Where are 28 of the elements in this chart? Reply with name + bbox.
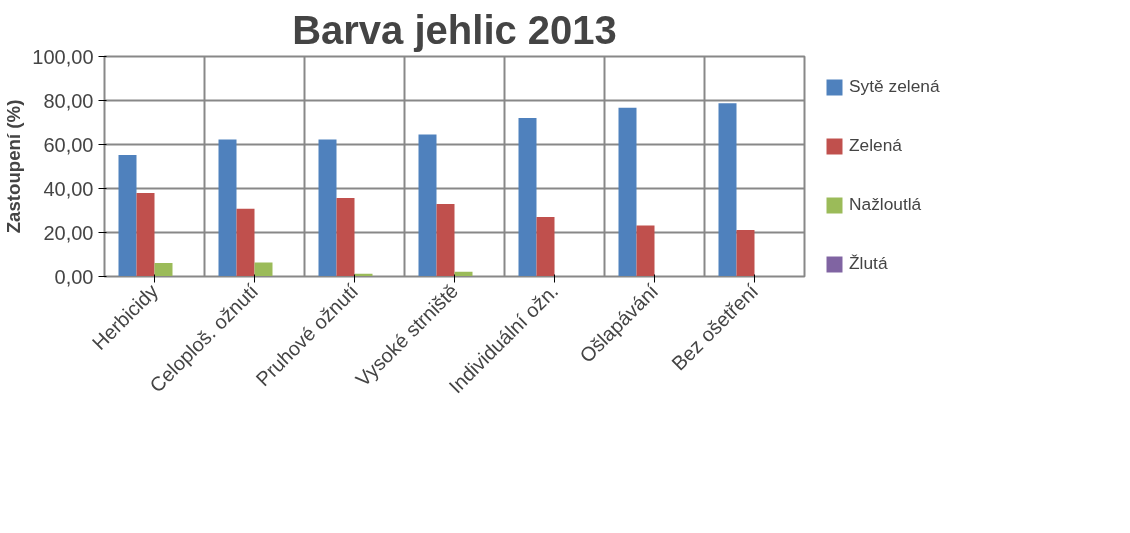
bar: [418, 134, 437, 277]
bar: [718, 103, 737, 277]
bar: [436, 203, 455, 277]
bar: [518, 118, 537, 277]
bar: [636, 225, 655, 277]
legend-label: Zelená: [849, 135, 902, 156]
bar: [318, 139, 337, 277]
bar: [536, 216, 555, 277]
y-tick-label: 0,00: [54, 265, 94, 288]
bar: [736, 230, 755, 277]
bar: [218, 139, 237, 277]
bar: [618, 107, 637, 277]
chart-title: Barva jehlic 2013: [292, 7, 617, 52]
bar: [154, 263, 173, 277]
legend-label: Žlutá: [849, 253, 888, 274]
bar: [236, 208, 255, 277]
bar: [118, 155, 137, 277]
y-axis-title: Zastoupení (%): [3, 99, 25, 234]
y-tick-label: 100,00: [32, 45, 94, 68]
y-tick-label: 80,00: [43, 89, 94, 112]
legend-label: Nažloutlá: [849, 194, 922, 215]
bar: [254, 262, 273, 277]
legend-label: Sytě zelená: [849, 76, 940, 97]
bar: [336, 197, 355, 277]
y-tick-label: 20,00: [43, 221, 94, 244]
y-tick-label: 60,00: [43, 133, 94, 156]
y-tick-label: 40,00: [43, 177, 94, 200]
bar: [136, 192, 155, 277]
